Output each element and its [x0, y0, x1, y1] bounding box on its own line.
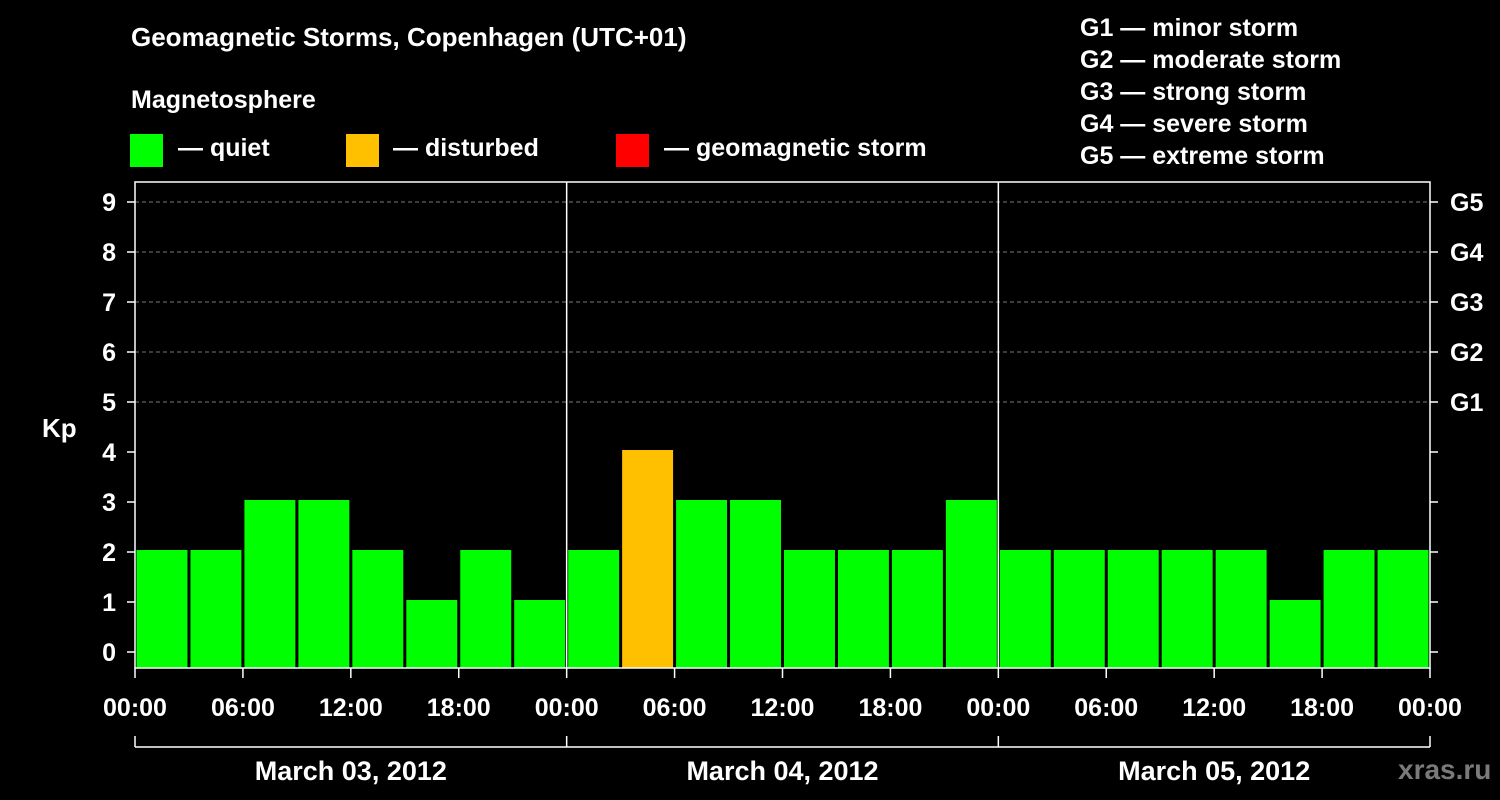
- kp-bar-18: [1107, 550, 1159, 668]
- g-label-G3: G3: [1450, 289, 1483, 317]
- scale-g3: G3 — strong storm: [1080, 78, 1307, 106]
- kp-bar-20: [1215, 550, 1267, 668]
- scale-g2: G2 — moderate storm: [1080, 46, 1342, 74]
- y-tick-label-3: 3: [102, 489, 116, 517]
- x-tick-label-8: 00:00: [966, 694, 1030, 722]
- x-tick-label-5: 06:00: [643, 694, 707, 722]
- kp-bar-8: [568, 550, 620, 668]
- kp-bar-11: [730, 500, 781, 668]
- kp-bar-7: [514, 600, 566, 668]
- watermark: xras.ru: [1398, 754, 1492, 785]
- y-tick-label-4: 4: [102, 439, 116, 467]
- kp-bar-21: [1269, 600, 1321, 668]
- scale-g1: G1 — minor storm: [1080, 14, 1299, 42]
- disturbed-swatch: [346, 134, 379, 167]
- g-label-G5: G5: [1450, 189, 1483, 217]
- y-tick-label-0: 0: [102, 639, 116, 667]
- storm-swatch: [616, 134, 649, 167]
- x-tick-label-6: 12:00: [751, 694, 815, 722]
- x-tick-label-12: 00:00: [1398, 694, 1462, 722]
- disturbed-label: — disturbed: [393, 134, 539, 162]
- kp-bar-23: [1377, 550, 1429, 668]
- y-tick-label-6: 6: [102, 339, 116, 367]
- day-label-2: March 05, 2012: [1118, 756, 1310, 786]
- y-tick-label-2: 2: [102, 539, 116, 567]
- kp-bar-3: [298, 500, 350, 668]
- kp-bar-10: [676, 500, 728, 668]
- x-tick-label-11: 18:00: [1290, 694, 1354, 722]
- y-axis-label: Kp: [42, 413, 77, 443]
- y-tick-label-8: 8: [102, 239, 116, 267]
- x-tick-label-3: 18:00: [427, 694, 491, 722]
- kp-bar-6: [460, 550, 512, 668]
- chart-title: Geomagnetic Storms, Copenhagen (UTC+01): [131, 22, 687, 52]
- kp-bar-4: [352, 550, 404, 668]
- x-tick-label-4: 00:00: [535, 694, 599, 722]
- kp-bar-14: [891, 550, 943, 668]
- g-label-G4: G4: [1450, 239, 1483, 267]
- kp-bar-9: [622, 450, 674, 668]
- y-tick-label-1: 1: [102, 589, 116, 617]
- kp-bar-22: [1323, 550, 1375, 668]
- x-tick-label-7: 18:00: [858, 694, 922, 722]
- kp-bar-15: [945, 500, 997, 668]
- kp-bar-17: [1053, 550, 1105, 668]
- magnetosphere-title: Magnetosphere: [131, 86, 316, 114]
- g-label-G1: G1: [1450, 389, 1483, 417]
- kp-bar-16: [999, 550, 1051, 668]
- kp-bar-2: [244, 500, 296, 668]
- kp-bar-12: [784, 550, 835, 668]
- scale-g5: G5 — extreme storm: [1080, 142, 1325, 170]
- y-tick-label-7: 7: [102, 289, 116, 317]
- y-tick-label-5: 5: [102, 389, 116, 417]
- x-tick-label-9: 06:00: [1074, 694, 1138, 722]
- kp-bar-0: [136, 550, 188, 668]
- y-tick-label-9: 9: [102, 189, 116, 217]
- kp-bar-1: [190, 550, 242, 668]
- quiet-label: — quiet: [178, 134, 270, 162]
- x-tick-label-0: 00:00: [103, 694, 167, 722]
- kp-bar-13: [837, 550, 889, 668]
- storm-label: — geomagnetic storm: [664, 134, 927, 162]
- g-label-G2: G2: [1450, 339, 1483, 367]
- x-tick-label-1: 06:00: [211, 694, 275, 722]
- kp-bar-19: [1161, 550, 1213, 668]
- x-tick-label-10: 12:00: [1182, 694, 1246, 722]
- day-label-1: March 04, 2012: [686, 756, 878, 786]
- day-label-0: March 03, 2012: [255, 756, 447, 786]
- x-tick-label-2: 12:00: [319, 694, 383, 722]
- quiet-swatch: [130, 134, 163, 167]
- kp-bar-5: [406, 600, 458, 668]
- scale-g4: G4 — severe storm: [1080, 110, 1308, 138]
